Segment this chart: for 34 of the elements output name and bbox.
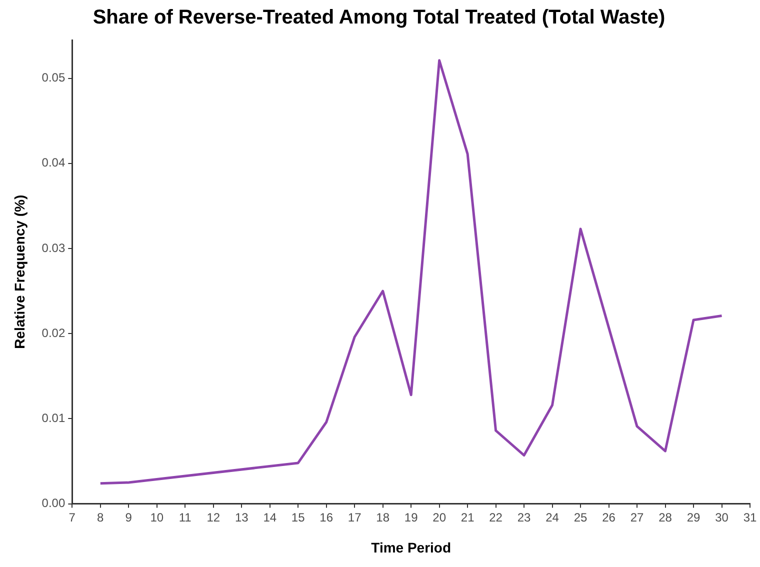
y-tick-label: 0.03	[42, 240, 66, 255]
x-tick-label: 13	[234, 510, 249, 524]
x-axis-title: Time Period	[371, 539, 452, 556]
x-tick-label: 25	[574, 510, 588, 524]
y-tick-label: 0.01	[42, 411, 66, 426]
y-tick-label: 0.05	[42, 70, 66, 85]
x-tick-label: 31	[743, 510, 757, 524]
x-tick-label: 17	[348, 510, 362, 524]
y-axis-title: Relative Frequency (%)	[11, 194, 28, 349]
y-tick-label: 0.00	[42, 496, 66, 510]
x-tick-label: 22	[489, 510, 503, 524]
x-tick-label: 8	[97, 510, 104, 524]
x-tick-label: 29	[686, 510, 701, 524]
x-tick-label: 14	[263, 510, 277, 524]
x-tick-label: 26	[602, 510, 616, 524]
x-tick-label: 30	[715, 510, 729, 524]
x-tick-label: 15	[291, 510, 306, 524]
chart-title: Share of Reverse-Treated Among Total Treated (Total Waste)	[92, 6, 666, 29]
x-tick-label: 23	[517, 510, 532, 524]
x-tick-label: 28	[658, 510, 672, 524]
x-tick-label: 24	[546, 510, 560, 524]
x-tick-label: 9	[125, 510, 132, 524]
y-tick-label: 0.04	[42, 156, 66, 170]
x-tick-label: 10	[150, 510, 164, 524]
x-tick-label: 21	[460, 510, 475, 524]
x-tick-label: 27	[630, 510, 644, 524]
x-tick-label: 20	[432, 510, 446, 524]
x-tick-label: 18	[376, 510, 390, 524]
x-tick-label: 11	[178, 510, 192, 524]
y-tick-label: 0.02	[42, 326, 66, 340]
x-tick-label: 7	[68, 510, 76, 524]
x-tick-label: 12	[206, 510, 220, 524]
x-tick-label: 19	[404, 510, 418, 524]
x-tick-label: 16	[320, 510, 334, 524]
